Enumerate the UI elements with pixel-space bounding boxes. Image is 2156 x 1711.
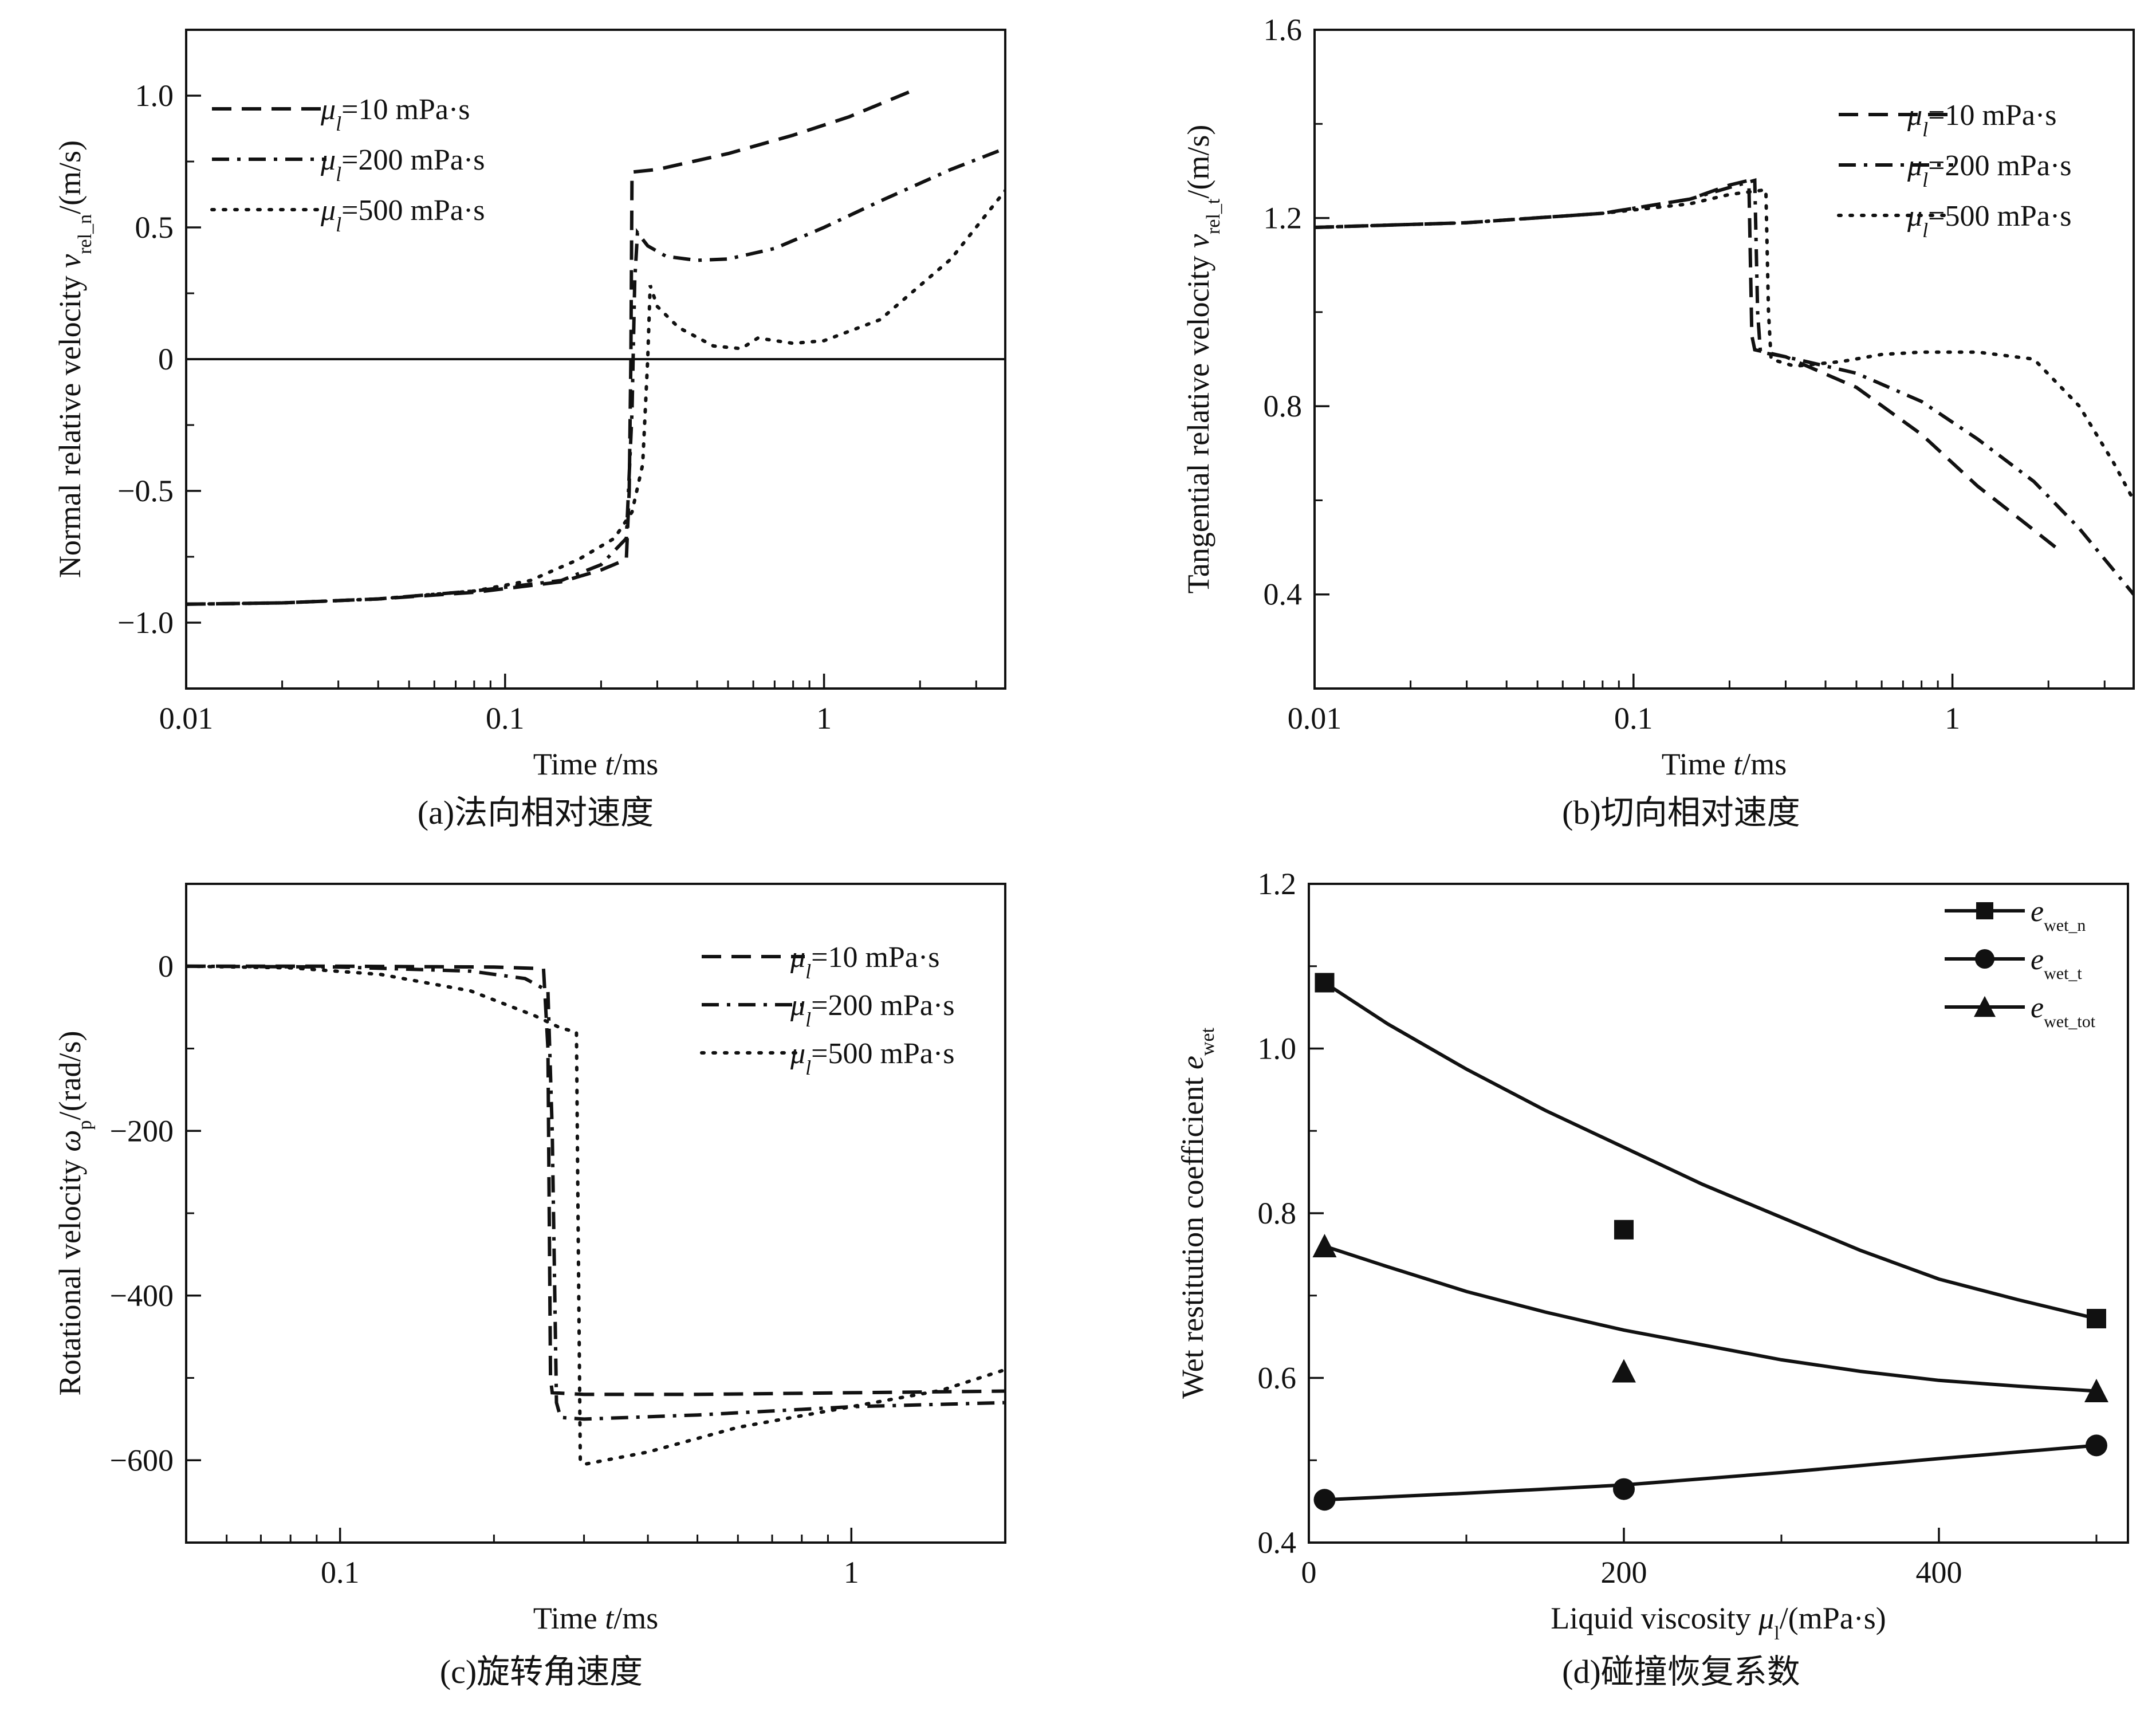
chart-c: 0.1 1 −600 −400 −200 0 Time t/ms Rotational vel… xyxy=(53,883,1006,1690)
x-tick-label: 0 xyxy=(1301,1555,1317,1590)
legend-label: μl=500 mPa·s xyxy=(1907,200,2071,242)
x-tick-label: 0.01 xyxy=(1288,701,1342,735)
panel-caption: (d)碰撞恢复系数 xyxy=(1562,1653,1800,1690)
y-axis-title: Normal relative velocity vrel_n/(m/s) xyxy=(53,140,96,578)
legend-label: μl=10 mPa·s xyxy=(320,93,470,135)
data-point-e_wet_n xyxy=(1614,1220,1634,1240)
legend-label: μl=10 mPa·s xyxy=(790,941,939,983)
y-tick-label: 0.8 xyxy=(1258,1196,1297,1230)
panel-caption: (b)切向相对速度 xyxy=(1562,794,1800,831)
y-axis-title: Tangential relative velocity vrel_t/(m/s… xyxy=(1181,125,1224,594)
legend-label: ewet_tot xyxy=(2031,992,2096,1031)
y-tick-label: 0 xyxy=(158,342,174,376)
plot-frame xyxy=(1308,883,2129,1544)
y-tick-label: 0 xyxy=(158,949,174,984)
legend-label: ewet_t xyxy=(2031,943,2082,983)
series-line-μl=200 mPa·s xyxy=(1315,178,2134,596)
y-axis-title: Rotational velocity ωp/(rad/s) xyxy=(53,1031,96,1396)
series-line-μl=200 mPa·s xyxy=(186,964,1005,1421)
y-tick-label: 1.0 xyxy=(1258,1032,1297,1066)
y-tick-label: −400 xyxy=(110,1279,174,1313)
y-tick-label: 0.8 xyxy=(1264,389,1303,423)
chart-b: 0.01 0.1 1 0.4 0.8 1.2 1.6 Time t/ms Tangential … xyxy=(1181,13,2135,831)
legend-label: μl=200 mPa·s xyxy=(790,989,954,1031)
legend-label: μl=200 mPa·s xyxy=(320,144,485,186)
x-axis-title: Time t/ms xyxy=(1662,747,1787,781)
x-tick-label: 0.1 xyxy=(321,1555,360,1590)
legend-label: μl=500 mPa·s xyxy=(790,1037,954,1079)
data-point-e_wet_t xyxy=(2086,1434,2107,1457)
series-line-μl=500 mPa·s xyxy=(186,964,1005,1466)
y-axis-title: Wet restitution coefficient ewet xyxy=(1175,1027,1218,1399)
y-tick-label: 0.4 xyxy=(1264,577,1303,612)
y-tick-label: 0.5 xyxy=(135,210,174,245)
series-line-e_wet_n xyxy=(1323,981,2097,1320)
x-tick-label: 1 xyxy=(844,1555,859,1590)
legend-label: ewet_n xyxy=(2031,895,2086,935)
panel-caption: (c)旋转角速度 xyxy=(440,1653,643,1690)
y-tick-label: 1.2 xyxy=(1258,867,1297,901)
plot-frame xyxy=(1313,29,2135,690)
y-tick-label: −200 xyxy=(110,1114,174,1148)
series-line-μl=10 mPa·s xyxy=(186,964,1005,1397)
y-tick-label: 0.4 xyxy=(1258,1525,1297,1560)
y-tick-label: 1.6 xyxy=(1264,13,1303,47)
data-point-e_wet_tot xyxy=(1612,1359,1636,1383)
panel-caption: (a)法向相对速度 xyxy=(418,794,654,831)
legend-label: μl=500 mPa·s xyxy=(320,194,485,236)
x-tick-label: 0.1 xyxy=(1614,701,1653,735)
data-point-e_wet_n xyxy=(1315,973,1335,993)
y-tick-label: −600 xyxy=(110,1443,174,1477)
x-tick-label: 1 xyxy=(1945,701,1960,735)
x-tick-label: 1 xyxy=(816,701,832,735)
chart-d: 0 200 400 0.4 0.6 0.8 1.0 1.2 Liquid viscosity μ… xyxy=(1175,867,2129,1690)
data-point-e_wet_tot xyxy=(1312,1233,1337,1258)
series-line-μl=200 mPa·s xyxy=(186,147,1005,606)
series-line-μl=10 mPa·s xyxy=(186,89,914,606)
data-point-e_wet_t xyxy=(1313,1489,1336,1511)
x-axis-title: Time t/ms xyxy=(533,1601,659,1635)
x-tick-label: 200 xyxy=(1601,1555,1647,1590)
y-tick-label: 1.2 xyxy=(1264,201,1303,235)
series-line-μl=500 mPa·s xyxy=(1315,187,2134,502)
chart-a: 0.01 0.1 1 −1.0 −0.5 0 0.5 1.0 Time t/ms Normal r… xyxy=(53,29,1006,831)
y-tick-label: 1.0 xyxy=(135,78,174,113)
data-point-e_wet_tot xyxy=(2084,1378,2108,1403)
legend-marker xyxy=(1976,902,1993,919)
data-point-e_wet_n xyxy=(2087,1309,2106,1328)
series-line-μl=500 mPa·s xyxy=(186,188,1005,606)
x-axis-title: Liquid viscosity μl/(mPa·s) xyxy=(1551,1601,1886,1644)
series-line-e_wet_tot xyxy=(1324,1244,2097,1393)
y-tick-label: −1.0 xyxy=(117,605,174,640)
x-tick-label: 0.1 xyxy=(486,701,525,735)
x-tick-label: 0.01 xyxy=(159,701,214,735)
series-line-μl=10 mPa·s xyxy=(1315,178,2063,554)
legend-marker xyxy=(1974,996,1996,1017)
series-line-e_wet_t xyxy=(1324,1443,2097,1502)
x-tick-label: 400 xyxy=(1916,1555,1962,1590)
legend-marker xyxy=(1975,949,1994,969)
x-axis-title: Time t/ms xyxy=(533,747,659,781)
data-point-e_wet_t xyxy=(1613,1478,1635,1500)
legend-label: μl=200 mPa·s xyxy=(1907,150,2071,191)
y-tick-label: 0.6 xyxy=(1258,1361,1297,1395)
y-tick-label: −0.5 xyxy=(117,474,174,508)
legend-label: μl=10 mPa·s xyxy=(1907,99,2056,141)
plot-frame xyxy=(185,883,1006,1544)
